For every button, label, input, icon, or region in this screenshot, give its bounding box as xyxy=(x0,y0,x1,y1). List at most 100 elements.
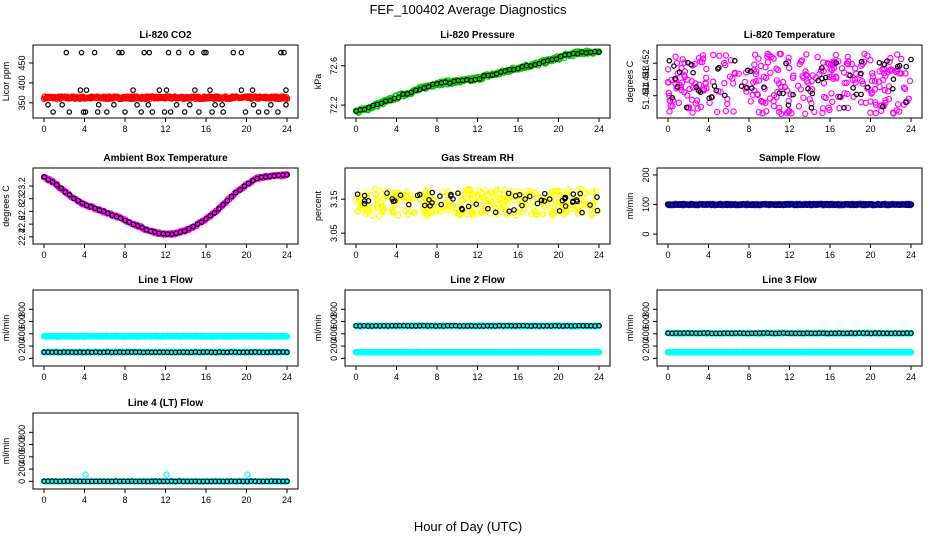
data-point-averages xyxy=(365,104,372,111)
y-axis-label: ml/min xyxy=(1,315,11,342)
data-point-points xyxy=(875,78,883,85)
data-point-points xyxy=(821,93,828,101)
data-point-points xyxy=(805,79,812,87)
x-tick-label: 24 xyxy=(906,372,916,382)
data-point-averages xyxy=(242,109,249,115)
data-point-averages xyxy=(903,99,909,106)
x-tick-label: 4 xyxy=(394,372,399,382)
data-point-points xyxy=(755,108,763,116)
data-point-points xyxy=(722,107,730,115)
data-point-points xyxy=(530,204,537,211)
data-point-averages xyxy=(438,201,445,208)
data-point-averages xyxy=(506,208,513,215)
data-point-averages xyxy=(66,192,73,198)
y-tick-label: 200 xyxy=(641,339,651,354)
data-point-points xyxy=(826,106,833,114)
data-point-points xyxy=(901,85,909,93)
data-point-points xyxy=(562,201,569,208)
data-point-points xyxy=(773,65,780,72)
data-point-points xyxy=(688,78,696,85)
data-point-points xyxy=(800,74,807,82)
data-point-averages xyxy=(674,84,681,90)
x-tick-label: 12 xyxy=(472,124,482,134)
data-point-points xyxy=(755,55,762,62)
x-tick-label: 12 xyxy=(160,124,170,134)
data-point-points xyxy=(492,187,499,194)
data-point-points xyxy=(785,64,793,72)
y-tick-label: 51.452 xyxy=(641,49,651,77)
data-point-averages xyxy=(156,87,163,93)
data-point-averages xyxy=(546,196,553,202)
data-point-points xyxy=(542,203,549,210)
data-point-points xyxy=(757,62,765,70)
data-point-averages xyxy=(841,105,847,111)
data-point-points xyxy=(785,54,792,62)
data-point-points xyxy=(722,61,729,69)
data-point-points xyxy=(867,57,874,64)
data-point-averages xyxy=(104,109,110,115)
data-point-averages xyxy=(426,197,432,203)
x-tick-label: 0 xyxy=(353,124,358,134)
data-point-points xyxy=(861,50,868,58)
data-point-points xyxy=(906,77,914,85)
y-tick-label: 3.15 xyxy=(329,190,339,208)
data-point-averages xyxy=(805,85,811,92)
x-tick-label: 12 xyxy=(784,124,794,134)
data-point-averages xyxy=(397,192,404,199)
data-point-averages xyxy=(425,83,432,90)
data-point-points xyxy=(829,98,836,106)
data-point-spikes xyxy=(244,471,251,478)
data-point-points xyxy=(703,65,710,73)
data-point-points xyxy=(785,97,792,105)
y-axis-label: degrees C xyxy=(1,185,11,227)
data-point-averages xyxy=(58,185,64,192)
data-point-points xyxy=(477,205,484,213)
data-point-averages xyxy=(858,58,865,65)
data-point-averages xyxy=(49,179,56,185)
data-point-points xyxy=(516,188,523,195)
data-point-points xyxy=(751,51,759,58)
data-point-points xyxy=(689,109,696,116)
data-point-points xyxy=(869,89,876,96)
points-group xyxy=(40,171,291,238)
data-point-points xyxy=(795,103,803,110)
data-point-points xyxy=(565,186,572,194)
data-point-points xyxy=(786,107,793,115)
y-tick-label: 0 xyxy=(17,356,27,361)
points-group xyxy=(40,471,291,485)
data-point-points xyxy=(766,95,774,102)
data-point-averages xyxy=(908,330,914,337)
x-tick-label: 0 xyxy=(353,250,358,260)
data-point-points xyxy=(681,68,689,75)
points-group xyxy=(40,332,291,356)
data-point-averages xyxy=(220,201,226,208)
y-tick-label: 400 xyxy=(17,326,27,341)
x-tick-label: 8 xyxy=(746,250,751,260)
data-point-points xyxy=(774,66,782,74)
y-axis-label: degrees C xyxy=(625,60,635,102)
y-tick-label: 600 xyxy=(17,314,27,329)
data-point-averages xyxy=(45,177,52,183)
x-tick-label: 8 xyxy=(122,124,127,134)
x-tick-label: 16 xyxy=(513,250,523,260)
data-point-averages xyxy=(405,201,412,208)
data-point-points xyxy=(816,70,823,78)
data-point-averages xyxy=(111,102,117,108)
data-point-averages xyxy=(473,201,480,208)
x-tick-label: 0 xyxy=(353,372,358,382)
data-point-averages xyxy=(790,91,796,98)
points-group xyxy=(664,329,915,356)
data-point-averages xyxy=(203,49,209,56)
x-tick-label: 8 xyxy=(122,495,127,505)
data-point-averages xyxy=(594,207,601,214)
data-point-averages xyxy=(126,219,133,226)
points-group xyxy=(664,200,915,209)
data-point-averages xyxy=(284,349,290,356)
y-tick-label: 23.2 xyxy=(17,177,27,195)
chart-title: Li-820 Pressure xyxy=(440,30,515,41)
data-point-averages xyxy=(219,102,226,108)
data-point-points xyxy=(721,79,728,87)
